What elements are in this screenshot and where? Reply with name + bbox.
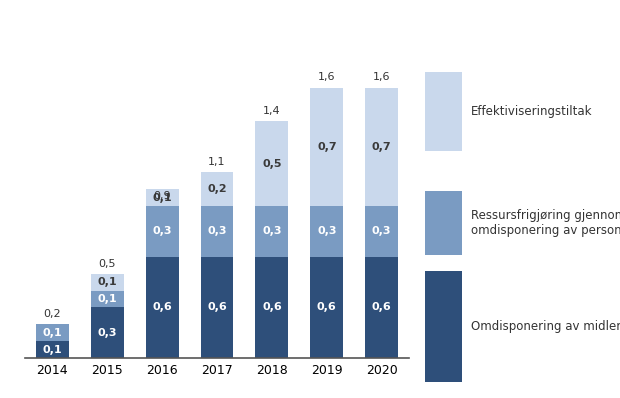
Text: 0,2: 0,2 (207, 184, 227, 194)
Bar (365, 206, 398, 257)
Bar (200, 206, 234, 257)
Bar (200, 257, 234, 358)
Text: 0,1: 0,1 (42, 345, 62, 355)
Bar (311, 257, 343, 358)
Text: 0,7: 0,7 (317, 142, 337, 152)
Bar (91, 274, 123, 291)
Bar (365, 88, 398, 206)
Bar (146, 189, 179, 206)
Text: 0,2: 0,2 (43, 309, 61, 319)
Text: 0,3: 0,3 (207, 226, 227, 236)
Bar (255, 121, 288, 206)
Text: 0,5: 0,5 (99, 259, 116, 269)
Text: 0,3: 0,3 (97, 328, 117, 338)
Text: 0,6: 0,6 (372, 302, 392, 312)
Bar (146, 206, 179, 257)
Text: 0,6: 0,6 (262, 302, 281, 312)
Text: 0,5: 0,5 (262, 159, 281, 169)
Bar (200, 172, 234, 206)
Text: 1,1: 1,1 (208, 157, 226, 167)
Text: 0,1: 0,1 (42, 328, 62, 338)
Text: 0,1: 0,1 (153, 193, 172, 203)
Text: 0,7: 0,7 (372, 142, 392, 152)
Bar (311, 88, 343, 206)
Text: 0,6: 0,6 (207, 302, 227, 312)
Bar (36, 324, 69, 341)
Bar (365, 257, 398, 358)
Bar (91, 307, 123, 358)
Bar (311, 206, 343, 257)
Bar (91, 291, 123, 307)
Text: 0,1: 0,1 (97, 277, 117, 287)
Bar (255, 257, 288, 358)
Text: 0,9: 0,9 (153, 191, 171, 201)
Text: Effektiviseringstiltak: Effektiviseringstiltak (471, 105, 593, 118)
Bar (255, 206, 288, 257)
Text: 0,3: 0,3 (153, 226, 172, 236)
Text: 0,3: 0,3 (317, 226, 337, 236)
Bar (36, 341, 69, 358)
Text: 1,6: 1,6 (318, 72, 335, 82)
Text: 0,1: 0,1 (97, 294, 117, 304)
Text: 1,4: 1,4 (263, 106, 281, 116)
Text: 0,3: 0,3 (372, 226, 391, 236)
Text: 0,6: 0,6 (153, 302, 172, 312)
Text: 0,3: 0,3 (262, 226, 281, 236)
Bar (146, 257, 179, 358)
Text: 1,6: 1,6 (373, 72, 391, 82)
Text: Omdisponering av midler: Omdisponering av midler (471, 320, 620, 333)
Text: 0,6: 0,6 (317, 302, 337, 312)
Text: Ressursfrigjøring gjennom
omdisponering av personell: Ressursfrigjøring gjennom omdisponering … (471, 209, 620, 237)
